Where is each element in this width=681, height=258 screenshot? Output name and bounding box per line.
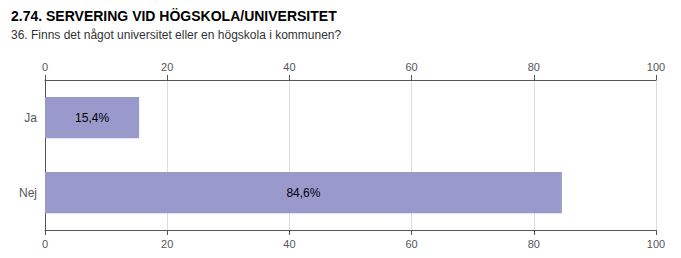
- svg-text:80: 80: [528, 61, 540, 73]
- svg-text:60: 60: [405, 238, 417, 250]
- svg-text:40: 40: [283, 238, 295, 250]
- svg-text:2.74. SERVERING VID HÖGSKOLA/U: 2.74. SERVERING VID HÖGSKOLA/UNIVERSITET: [11, 8, 337, 24]
- svg-text:36. Finns det något universite: 36. Finns det något universitet eller en…: [11, 28, 342, 42]
- svg-text:0: 0: [42, 61, 48, 73]
- svg-text:0: 0: [42, 238, 48, 250]
- svg-text:40: 40: [283, 61, 295, 73]
- svg-text:80: 80: [528, 238, 540, 250]
- svg-text:15,4%: 15,4%: [75, 111, 109, 125]
- svg-text:100: 100: [647, 238, 665, 250]
- svg-text:60: 60: [405, 61, 417, 73]
- svg-text:20: 20: [161, 238, 173, 250]
- svg-text:100: 100: [647, 61, 665, 73]
- svg-text:Ja: Ja: [24, 111, 37, 125]
- svg-text:20: 20: [161, 61, 173, 73]
- svg-text:84,6%: 84,6%: [286, 186, 320, 200]
- svg-text:Nej: Nej: [19, 186, 37, 200]
